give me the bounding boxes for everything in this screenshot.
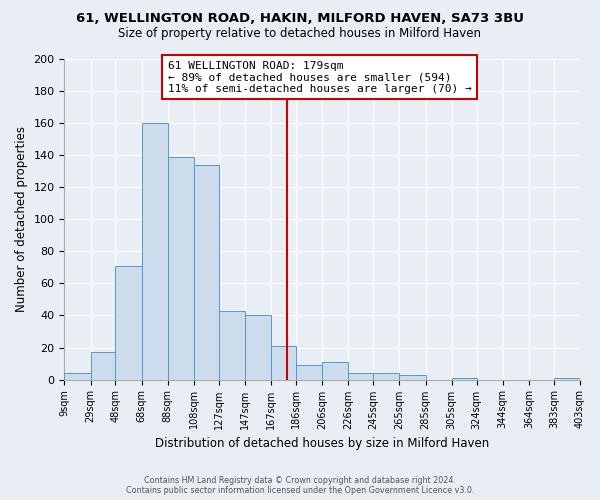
Bar xyxy=(349,373,373,380)
Bar xyxy=(168,157,194,380)
Bar xyxy=(91,352,115,380)
Bar xyxy=(142,123,168,380)
X-axis label: Distribution of detached houses by size in Milford Haven: Distribution of detached houses by size … xyxy=(155,437,490,450)
Bar xyxy=(452,378,476,380)
Y-axis label: Number of detached properties: Number of detached properties xyxy=(15,126,28,312)
Text: 61, WELLINGTON ROAD, HAKIN, MILFORD HAVEN, SA73 3BU: 61, WELLINGTON ROAD, HAKIN, MILFORD HAVE… xyxy=(76,12,524,26)
Bar xyxy=(373,373,400,380)
Bar xyxy=(271,346,296,380)
Bar xyxy=(554,378,580,380)
Text: 61 WELLINGTON ROAD: 179sqm
← 89% of detached houses are smaller (594)
11% of sem: 61 WELLINGTON ROAD: 179sqm ← 89% of deta… xyxy=(168,60,472,94)
Bar xyxy=(194,165,219,380)
Bar xyxy=(400,375,425,380)
Bar xyxy=(115,266,142,380)
Bar xyxy=(322,362,349,380)
Text: Size of property relative to detached houses in Milford Haven: Size of property relative to detached ho… xyxy=(119,28,482,40)
Text: Contains HM Land Registry data © Crown copyright and database right 2024.
Contai: Contains HM Land Registry data © Crown c… xyxy=(126,476,474,495)
Bar xyxy=(219,310,245,380)
Bar xyxy=(245,316,271,380)
Bar xyxy=(296,365,322,380)
Bar xyxy=(64,373,91,380)
